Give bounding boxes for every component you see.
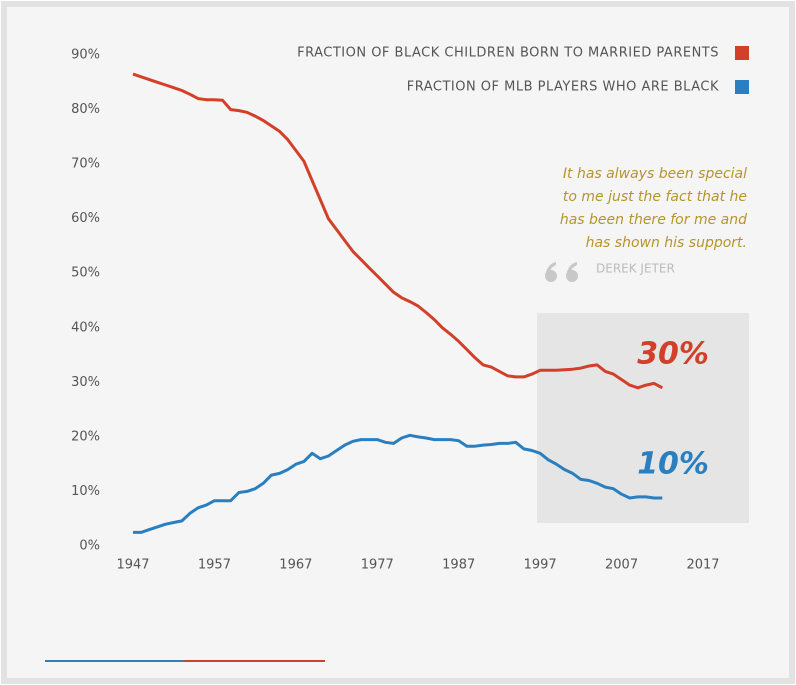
end-label: 10%	[637, 447, 709, 482]
x-tick-label: 1967	[279, 558, 312, 573]
quote-author: DEREK JETER	[596, 262, 675, 276]
x-tick-label: 1957	[198, 558, 231, 573]
y-tick-label: 50%	[71, 266, 100, 281]
x-tick-label: 1997	[524, 558, 557, 573]
x-tick-label: 2007	[605, 558, 638, 573]
y-tick-label: 60%	[71, 211, 100, 226]
quote-mark	[545, 262, 578, 282]
x-tick-label: 2017	[686, 558, 719, 573]
y-tick-label: 40%	[71, 320, 100, 335]
x-tick-label: 1977	[361, 558, 394, 573]
y-tick-label: 0%	[79, 539, 100, 554]
y-tick-label: 10%	[71, 484, 100, 499]
x-tick-label: 1987	[442, 558, 475, 573]
y-tick-label: 30%	[71, 375, 100, 390]
series-line	[133, 433, 663, 534]
quote-line: It has always been special	[563, 166, 747, 182]
y-tick-label: 20%	[71, 429, 100, 444]
legend-swatch	[735, 46, 749, 60]
legend-label: FRACTION OF BLACK CHILDREN BORN TO MARRI…	[297, 46, 719, 61]
y-tick-label: 80%	[71, 102, 100, 117]
legend-label: FRACTION OF MLB PLAYERS WHO ARE BLACK	[407, 80, 719, 95]
end-label: 30%	[637, 337, 709, 372]
x-tick-label: 1947	[116, 558, 149, 573]
highlight-box	[537, 313, 749, 523]
legend-swatch	[735, 80, 749, 94]
quote-line: has been there for me and	[560, 212, 747, 228]
quote-line: to me just the fact that he	[563, 189, 747, 205]
series-line	[132, 72, 664, 390]
y-tick-label: 70%	[71, 157, 100, 172]
quote-line: has shown his support.	[586, 235, 747, 251]
y-tick-label: 90%	[71, 48, 100, 63]
